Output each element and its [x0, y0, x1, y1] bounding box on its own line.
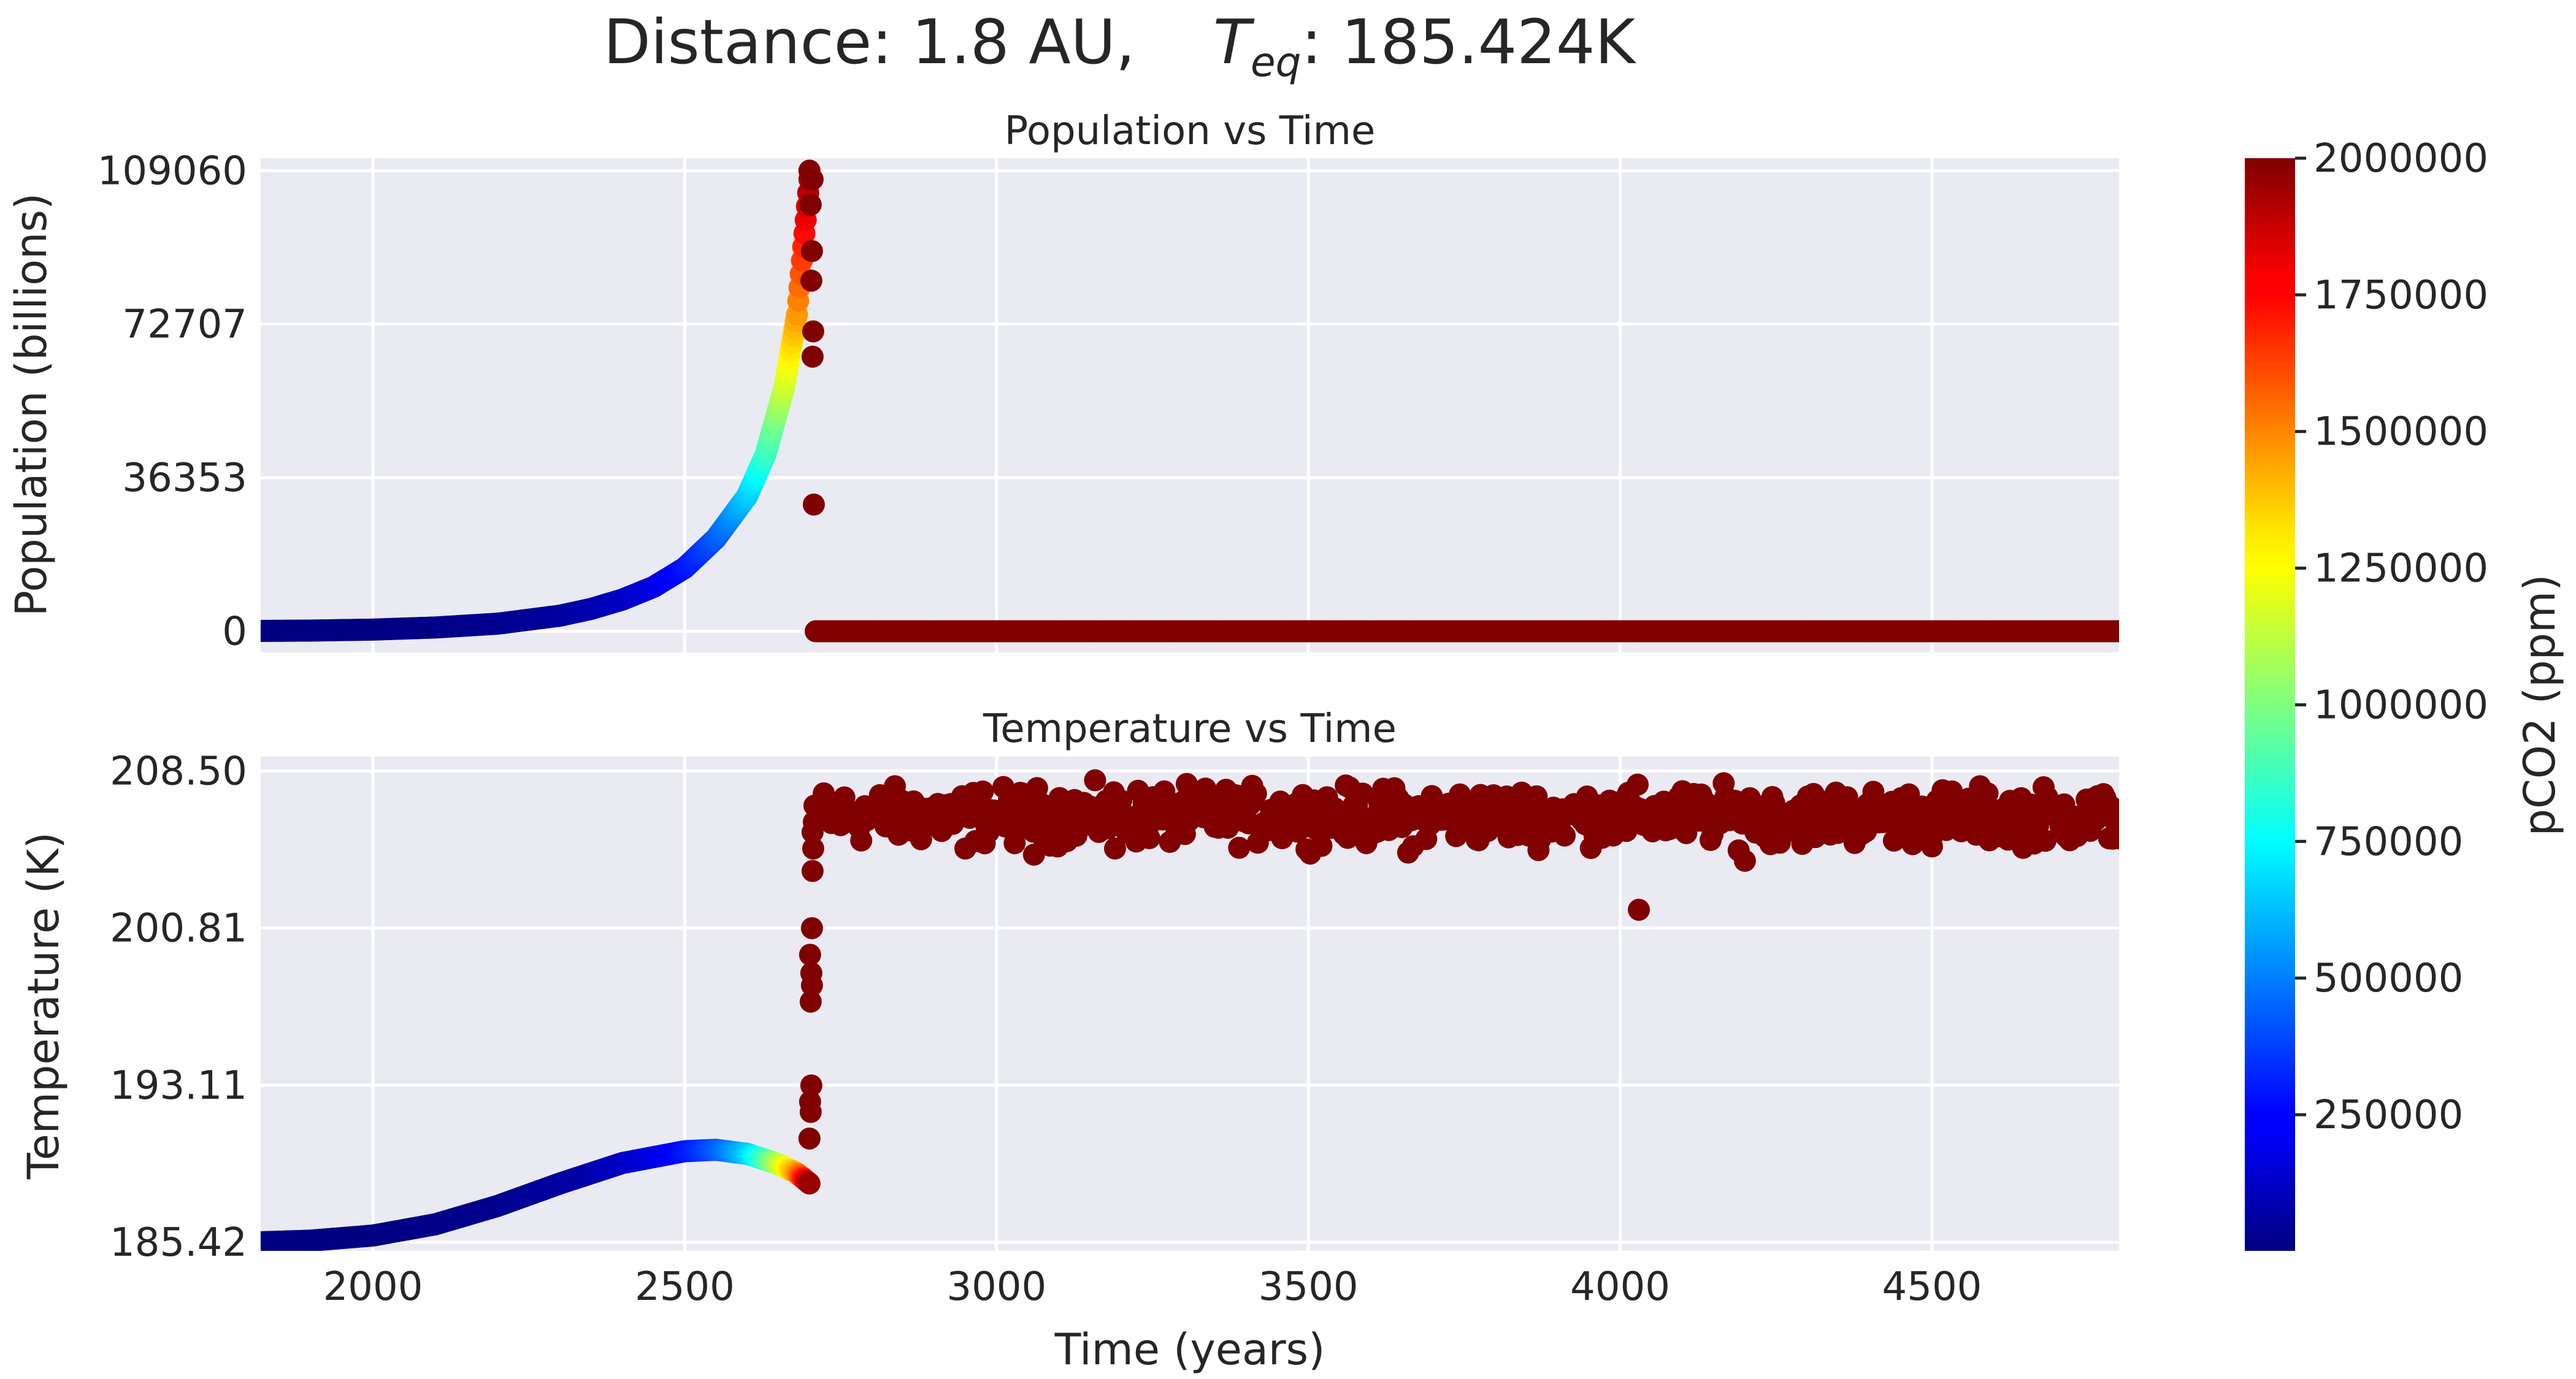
scatter-point [800, 269, 822, 292]
population-ylabel: Population (billions) [6, 193, 56, 617]
scatter-point [1084, 769, 1106, 792]
population-y-ticks: 0 36353 72707 109060 [98, 148, 247, 654]
scatter-point [799, 990, 822, 1013]
teq-subscript: eq [1251, 39, 1301, 86]
scatter-point [801, 168, 824, 191]
population-scatter [261, 159, 2119, 643]
scatter-point [2034, 830, 2057, 852]
x-tick-label: 2000 [323, 1264, 423, 1310]
scatter-point [1244, 782, 1267, 805]
scatter-point [1103, 837, 1126, 860]
scatter-point [850, 829, 873, 852]
scatter-point [1351, 782, 1374, 805]
x-tick-label: 3500 [1259, 1264, 1359, 1310]
scatter-point [1554, 824, 1576, 847]
scatter-point [798, 1172, 821, 1195]
colorbar-tick-label: 1000000 [2313, 682, 2488, 728]
scatter-point [1627, 773, 1649, 796]
x-tick-label: 4500 [1882, 1264, 1982, 1310]
population-axes-background [261, 158, 2119, 652]
scatter-point [1110, 789, 1133, 812]
y-tick-label: 185.42 [110, 1220, 247, 1266]
temperature-ylabel: Temperature (K) [18, 832, 69, 1180]
colorbar-tick-label: 1500000 [2313, 410, 2488, 455]
scatter-point [799, 193, 822, 216]
x-tick-label: 2500 [635, 1264, 735, 1310]
scatter-point [2114, 622, 2119, 641]
scatter-point [801, 860, 824, 882]
temperature-x-ticks: 2000 2500 3000 3500 4000 4500 [323, 1264, 1982, 1310]
scatter-point [1022, 843, 1045, 866]
scatter-point [802, 320, 824, 343]
scatter-point [1397, 841, 1419, 864]
scatter-point [799, 944, 821, 966]
colorbar-tick-label: 1750000 [2313, 273, 2488, 318]
y-tick-label: 208.50 [110, 749, 247, 794]
scatter-point [2108, 827, 2119, 850]
y-tick-label: 72707 [122, 302, 247, 348]
scatter-point [1920, 835, 1943, 858]
teq-symbol: T [1213, 6, 1251, 78]
figure-title-prefix: Distance: 1.8 AU, [603, 6, 1135, 78]
scatter-point [954, 837, 976, 860]
scatter-point [800, 1074, 822, 1097]
scatter-point [801, 345, 824, 368]
population-panel: 0 36353 72707 109060 Population vs Time Pop… [6, 109, 2119, 655]
colorbar-gradient [2245, 158, 2295, 1251]
y-tick-label: 36353 [122, 456, 247, 501]
colorbar-tick-label: 250000 [2313, 1093, 2463, 1138]
scatter-point [802, 493, 825, 516]
colorbar-tick-label: 2000000 [2313, 136, 2488, 181]
scatter-point [1310, 835, 1333, 857]
figure-title-suffix: : 185.424K [1301, 6, 1636, 78]
colorbar-tick-label: 500000 [2313, 956, 2463, 1001]
y-tick-label: 193.11 [110, 1063, 247, 1109]
x-tick-label: 3000 [946, 1264, 1046, 1310]
figure-title: Distance: 1.8 AU, Teq: 185.424K [0, 6, 2239, 86]
colorbar-tick-label: 750000 [2313, 819, 2463, 865]
scatter-point [799, 1090, 821, 1113]
scatter-point [1628, 898, 1650, 921]
y-tick-label: 0 [222, 609, 247, 655]
scatter-point [1976, 782, 1999, 804]
colorbar: 250000 500000 750000 1000000 1250000 1500000 1… [2245, 136, 2565, 1251]
scatter-point [798, 1127, 821, 1150]
temperature-panel: 185.42 193.11 200.81 208.50 2000 2500 3000 350… [18, 706, 2119, 1375]
y-tick-label: 109060 [98, 148, 247, 194]
temperature-xlabel: Time (years) [1054, 1324, 1325, 1375]
colorbar-ticks: 250000 500000 750000 1000000 1250000 1500000 1… [2295, 136, 2488, 1138]
colorbar-label: pCO2 (ppm) [2515, 575, 2565, 836]
y-tick-label: 200.81 [110, 906, 247, 951]
temperature-y-ticks: 185.42 193.11 200.81 208.50 [110, 749, 247, 1266]
x-tick-label: 4000 [1570, 1264, 1670, 1310]
scatter-point [800, 240, 823, 262]
temperature-scatter [261, 769, 2119, 1251]
scatter-point [800, 962, 822, 985]
scatter-point [1228, 836, 1251, 859]
temperature-title: Temperature vs Time [983, 706, 1397, 752]
colorbar-tick-label: 1250000 [2313, 546, 2488, 592]
population-title: Population vs Time [1005, 109, 1376, 154]
scatter-point [972, 780, 994, 803]
scatter-point [1733, 849, 1756, 872]
scatter-point [800, 917, 823, 939]
scatter-point [802, 837, 824, 860]
